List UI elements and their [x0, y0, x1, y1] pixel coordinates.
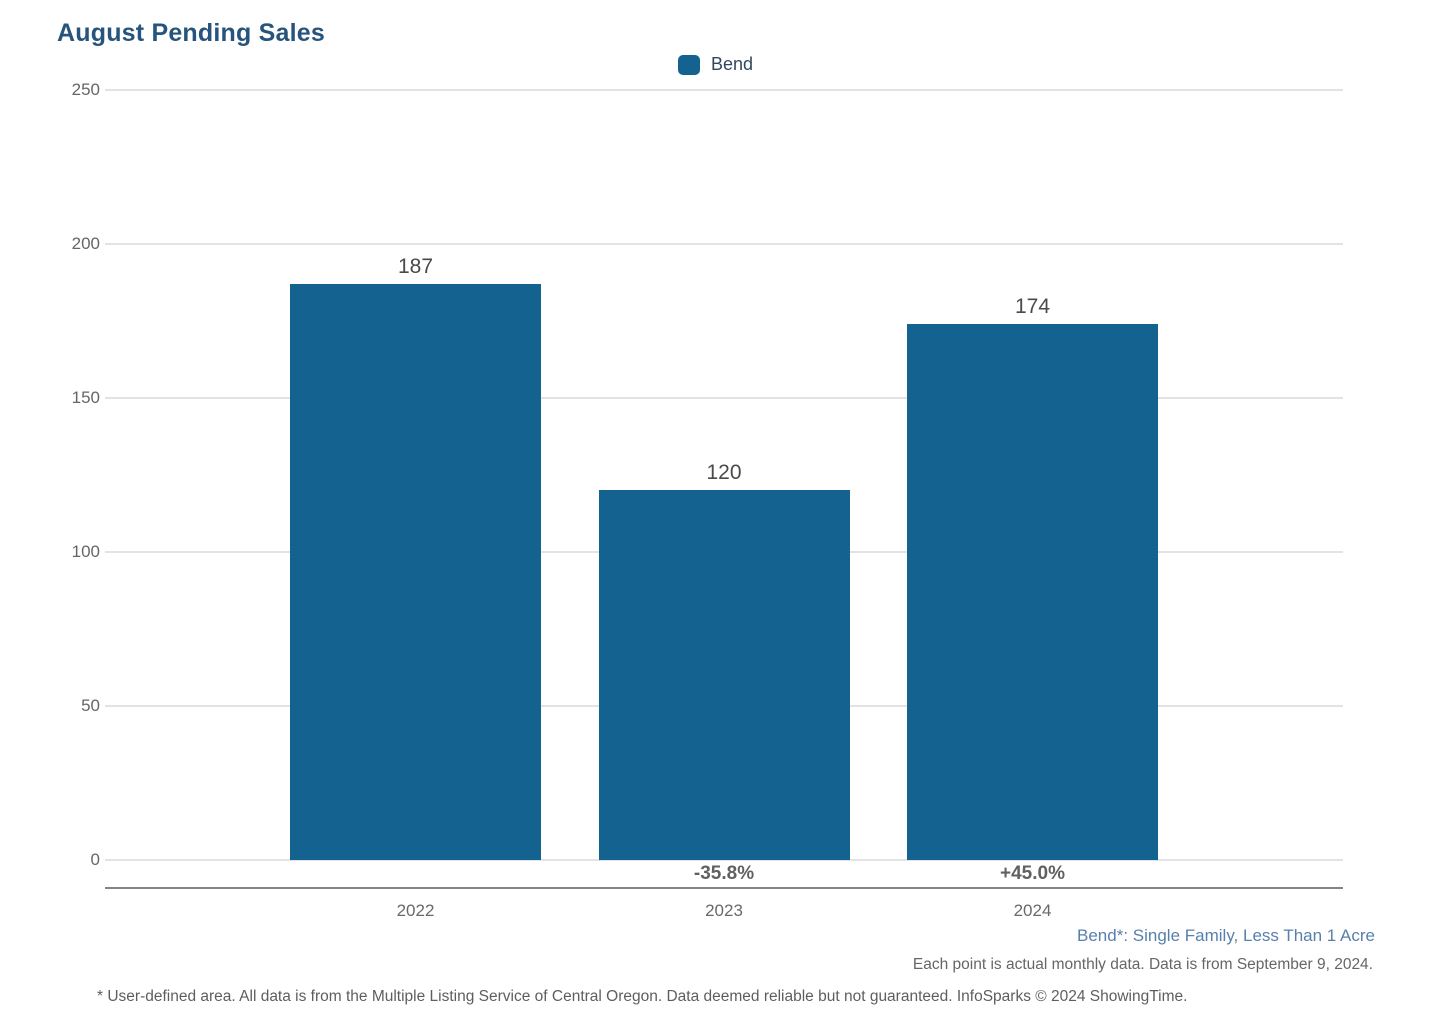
- x-axis-tick-label-2022: 2022: [396, 901, 435, 920]
- y-axis-tick-label-50: 50: [81, 696, 100, 715]
- footnote-disclaimer: * User-defined area. All data is from th…: [97, 988, 1188, 1005]
- bar-2022[interactable]: [290, 284, 541, 860]
- legend-item-bend[interactable]: Bend: [677, 54, 754, 75]
- bar-2024[interactable]: [907, 324, 1158, 860]
- gridline-200: [105, 243, 1343, 245]
- footnote-data-date: Each point is actual monthly data. Data …: [912, 956, 1373, 973]
- bar-change-label-2024: +45.0%: [1000, 863, 1065, 884]
- bar-value-label-2023: 120: [706, 461, 742, 485]
- bar-value-label-2024: 174: [1014, 295, 1051, 319]
- footnote-series-definition: Bend*: Single Family, Less Than 1 Acre: [1077, 926, 1375, 945]
- bar-change-label-2023: -35.8%: [693, 863, 755, 884]
- x-axis-tick-label-2024: 2024: [1013, 901, 1052, 920]
- y-axis-tick-label-150: 150: [71, 388, 100, 407]
- y-axis-tick-label-0: 0: [90, 850, 100, 869]
- gridline-150: [105, 397, 1343, 399]
- y-axis-tick-label-200: 200: [71, 234, 100, 253]
- x-axis-tick-label-2023: 2023: [705, 901, 743, 920]
- bar-value-label-2022: 187: [397, 255, 434, 279]
- chart-legend: Bend: [0, 54, 1431, 75]
- bar-2023[interactable]: [598, 490, 850, 860]
- gridline-0: [105, 859, 1343, 861]
- y-axis-tick-label-250: 250: [71, 80, 100, 99]
- page-title: August Pending Sales: [57, 19, 325, 47]
- legend-square-swatch-icon: [677, 54, 700, 75]
- gridline-250: [105, 89, 1343, 91]
- x-axis-line: [105, 887, 1343, 889]
- legend-label: Bend: [710, 54, 754, 74]
- y-axis-tick-label-100: 100: [71, 542, 100, 561]
